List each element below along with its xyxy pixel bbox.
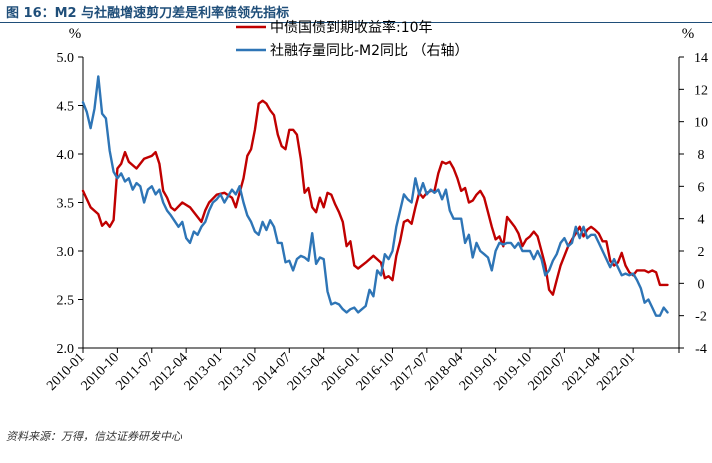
left-axis-unit: % xyxy=(69,26,82,42)
left-tick-label: 4.0 xyxy=(57,148,75,163)
right-tick-label: 8 xyxy=(698,148,705,163)
legend-label-bond-yield: 中债国债到期收益率:10年 xyxy=(270,19,433,36)
source-note: 资料来源：万得，信达证券研发中心 xyxy=(6,430,182,443)
right-axis-unit: % xyxy=(682,26,695,42)
left-tick-label: 3.0 xyxy=(57,245,75,260)
chart-series xyxy=(81,75,669,317)
right-tick-label: 2 xyxy=(698,245,705,260)
right-tick-label: 0 xyxy=(698,277,705,292)
series-line-bond-yield xyxy=(81,99,669,296)
left-tick-label: 3.5 xyxy=(57,197,75,212)
series-line-tsf-m2-gap xyxy=(81,75,669,317)
chart-axes: 2.0 2.5 3.0 3.5 4.0 4.5 5.0 -4 -2 0 2 4 6 8 10 12 14% % 20… xyxy=(44,26,708,394)
right-tick-label: 10 xyxy=(694,116,708,131)
dual-axis-line-chart: 2.0 2.5 3.0 3.5 4.0 4.5 5.0 -4 -2 0 2 4 6 8 10 12 14% % 20… xyxy=(44,19,708,394)
right-tick-label: 4 xyxy=(698,213,705,228)
x-tick-label: 2022-01 xyxy=(594,350,638,394)
legend-label-tsf-m2-gap: 社融存量同比-M2同比 （右轴） xyxy=(270,43,469,59)
right-tick-label: 12 xyxy=(694,83,708,98)
right-tick-label: -4 xyxy=(695,342,707,357)
left-tick-label: 4.5 xyxy=(57,100,75,115)
left-tick-label: 2.5 xyxy=(57,294,75,309)
right-tick-label: -2 xyxy=(695,310,707,325)
title-divider xyxy=(0,22,712,23)
left-tick-label: 5.0 xyxy=(57,51,75,66)
right-tick-label: 14 xyxy=(694,51,708,66)
left-tick-label: 2.0 xyxy=(57,342,75,357)
figure-title: 图 16：M2 与社融增速剪刀差是利率债领先指标 xyxy=(6,6,290,21)
x-tick-label: 2010-10 xyxy=(79,350,123,394)
right-tick-label: 6 xyxy=(698,180,705,195)
